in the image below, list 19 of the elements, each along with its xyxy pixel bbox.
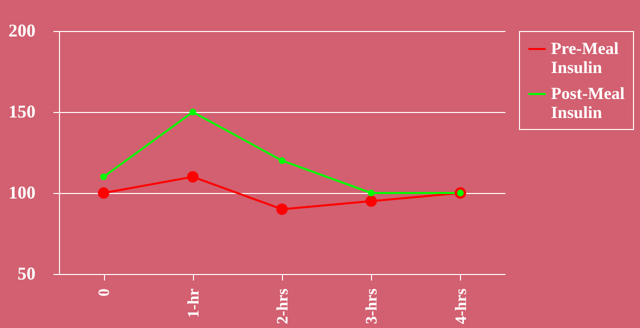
y-tick-label: 50 <box>18 264 36 284</box>
point <box>187 171 198 182</box>
y-tick-label: 100 <box>8 182 36 202</box>
x-tick-label: 2-hrs <box>274 288 292 324</box>
point <box>100 173 107 180</box>
x-tick-label: 3-hrs <box>364 288 381 324</box>
point <box>368 190 375 196</box>
legend-label: Pre-Meal Insulin <box>551 39 619 77</box>
point <box>276 204 288 215</box>
x-tick-label: 4-hrs <box>452 288 470 324</box>
point <box>98 187 110 199</box>
y-tick-label: 150 <box>8 102 36 122</box>
point <box>366 195 377 207</box>
point <box>189 108 196 116</box>
point <box>278 157 286 164</box>
x-tick-label: 1-hr <box>185 288 202 318</box>
legend-label: Post-Meal Insulin <box>551 84 625 122</box>
x-tick-label: 0 <box>96 288 114 296</box>
y-tick-label: 200 <box>8 20 36 40</box>
